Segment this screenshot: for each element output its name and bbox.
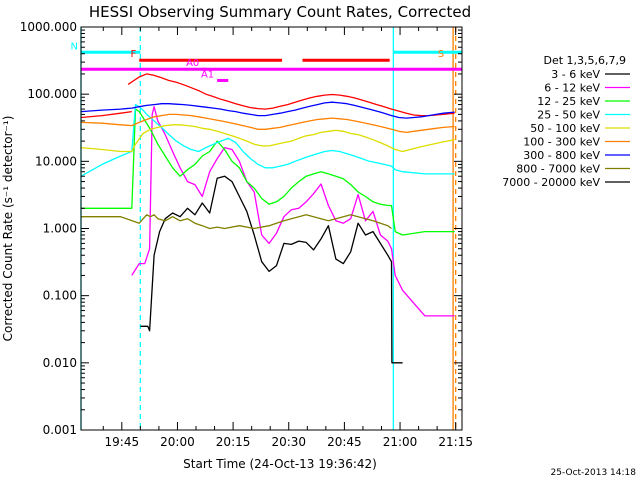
y-tick-label: 0.100: [43, 289, 77, 303]
legend-entry-label: 300 - 800 keV: [523, 149, 600, 162]
series-line-extra: [80, 110, 132, 119]
legend-header: Det 1,3,5,6,7,9: [543, 54, 626, 67]
flag-label: F: [130, 49, 136, 60]
series-line: [140, 175, 403, 364]
series-line: [80, 103, 455, 177]
x-axis: 19:45 20:00 20:15 20:30 20:45 21:00 21:15: [102, 27, 473, 449]
x-tick-label: 20:15: [216, 435, 251, 449]
series-line: [131, 106, 455, 317]
x-axis-label: Start Time (24-Oct-13 19:36:42): [183, 457, 377, 471]
legend-entry-label: 800 - 7000 keV: [516, 163, 600, 176]
legend-entry-label: 3 - 6 keV: [551, 68, 600, 81]
y-axis-label: Corrected Count Rate (s⁻¹ detector⁻¹): [1, 116, 15, 342]
series-line: [81, 108, 455, 236]
plot-frame: [80, 26, 463, 431]
x-tick-label: 21:00: [383, 435, 418, 449]
legend-entry-label: 25 - 50 keV: [537, 109, 600, 122]
x-tick-label: 19:45: [105, 435, 140, 449]
legend-entry-label: 12 - 25 keV: [537, 95, 600, 108]
flag-label: A1: [201, 69, 214, 80]
series-line: [80, 101, 455, 119]
series-line-extra: [127, 73, 455, 117]
series-line: [80, 124, 455, 153]
y-tick-label: 10.000: [35, 154, 77, 168]
legend-entry-label: 50 - 100 keV: [530, 122, 600, 135]
legend-entry-label: 6 - 12 keV: [544, 82, 600, 95]
series-line: [81, 214, 392, 230]
x-tick-label: 21:15: [438, 435, 473, 449]
series-layer: [80, 73, 455, 364]
y-tick-label: 1.000: [43, 222, 77, 236]
y-tick-label: 0.010: [43, 356, 77, 370]
legend-entry-label: 7000 - 20000 keV: [502, 176, 600, 189]
timestamp: 25-Oct-2013 14:18: [551, 468, 637, 478]
flag-label: A0: [186, 58, 199, 69]
legend-entry-label: 100 - 300 keV: [523, 136, 600, 149]
x-tick-label: 20:30: [271, 435, 306, 449]
flag-label: S: [438, 49, 444, 60]
y-tick-label: 1000.000: [20, 20, 77, 34]
y-tick-label: 0.001: [43, 423, 77, 437]
flag-label: N: [71, 41, 78, 52]
x-tick-label: 20:00: [160, 435, 195, 449]
x-tick-label: 20:45: [327, 435, 362, 449]
series-line: [80, 113, 455, 134]
y-tick-label: 100.000: [27, 87, 77, 101]
chart-title: HESSI Observing Summary Count Rates, Cor…: [89, 3, 471, 21]
y-axis: 1000.000 100.000 10.000 1.000 0.100 0.010 0.00…: [20, 20, 462, 437]
